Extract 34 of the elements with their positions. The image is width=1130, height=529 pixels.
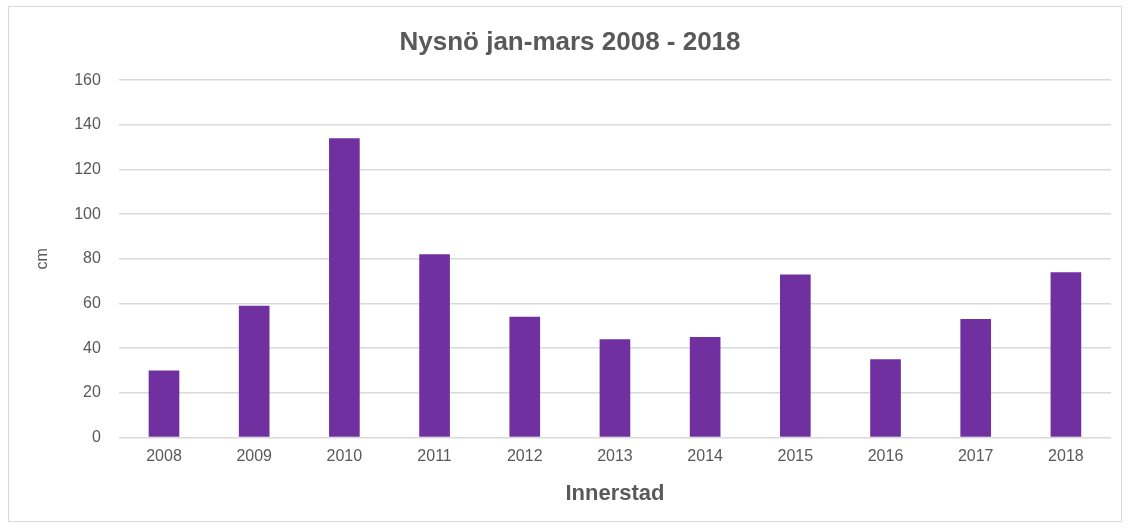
y-tick-label: 60 (83, 293, 101, 311)
bar (1050, 272, 1082, 437)
x-tick-label: 2016 (867, 447, 904, 465)
bar (599, 339, 631, 437)
bar (148, 370, 180, 437)
x-tick-label: 2013 (597, 447, 633, 465)
x-tick-label: 2011 (417, 447, 452, 465)
x-tick-label: 2014 (687, 447, 724, 465)
bar (329, 138, 360, 437)
x-axis-title: Innerstad (565, 479, 665, 505)
y-tick-label: 140 (74, 115, 101, 133)
bar (960, 319, 992, 437)
y-tick-label: 0 (91, 427, 101, 445)
x-tick-label: 2017 (957, 447, 994, 465)
bar (419, 254, 450, 437)
chart-title: Nysnö jan-mars 2008 - 2018 (399, 25, 741, 56)
y-axis-title: cm (33, 248, 51, 270)
bar (509, 316, 541, 437)
x-tick-label: 2015 (777, 447, 814, 465)
y-tick-label: 100 (74, 204, 101, 222)
y-tick-label: 20 (83, 383, 101, 401)
bar (689, 336, 721, 437)
x-tick-label: 2009 (236, 447, 273, 465)
x-tick-label: 2010 (326, 447, 363, 465)
bar (238, 305, 270, 437)
x-tick-label: 2018 (1048, 447, 1084, 465)
bar (780, 274, 811, 437)
y-tick-label: 80 (83, 249, 101, 267)
x-tick-label: 2008 (146, 447, 182, 465)
bar (870, 359, 901, 437)
x-tick-label: 2012 (506, 447, 543, 465)
y-tick-label: 120 (74, 159, 101, 177)
y-tick-label: 40 (83, 338, 101, 356)
y-tick-label: 160 (74, 70, 101, 88)
